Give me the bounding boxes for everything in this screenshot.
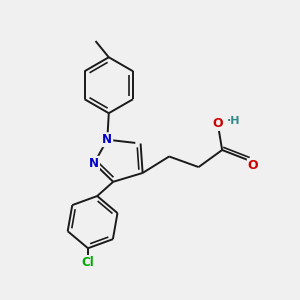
Text: O: O bbox=[212, 117, 223, 130]
Text: ·H: ·H bbox=[227, 116, 241, 126]
Text: N: N bbox=[89, 157, 99, 170]
Text: O: O bbox=[248, 159, 258, 172]
Text: N: N bbox=[102, 133, 112, 146]
Text: Cl: Cl bbox=[82, 256, 94, 269]
